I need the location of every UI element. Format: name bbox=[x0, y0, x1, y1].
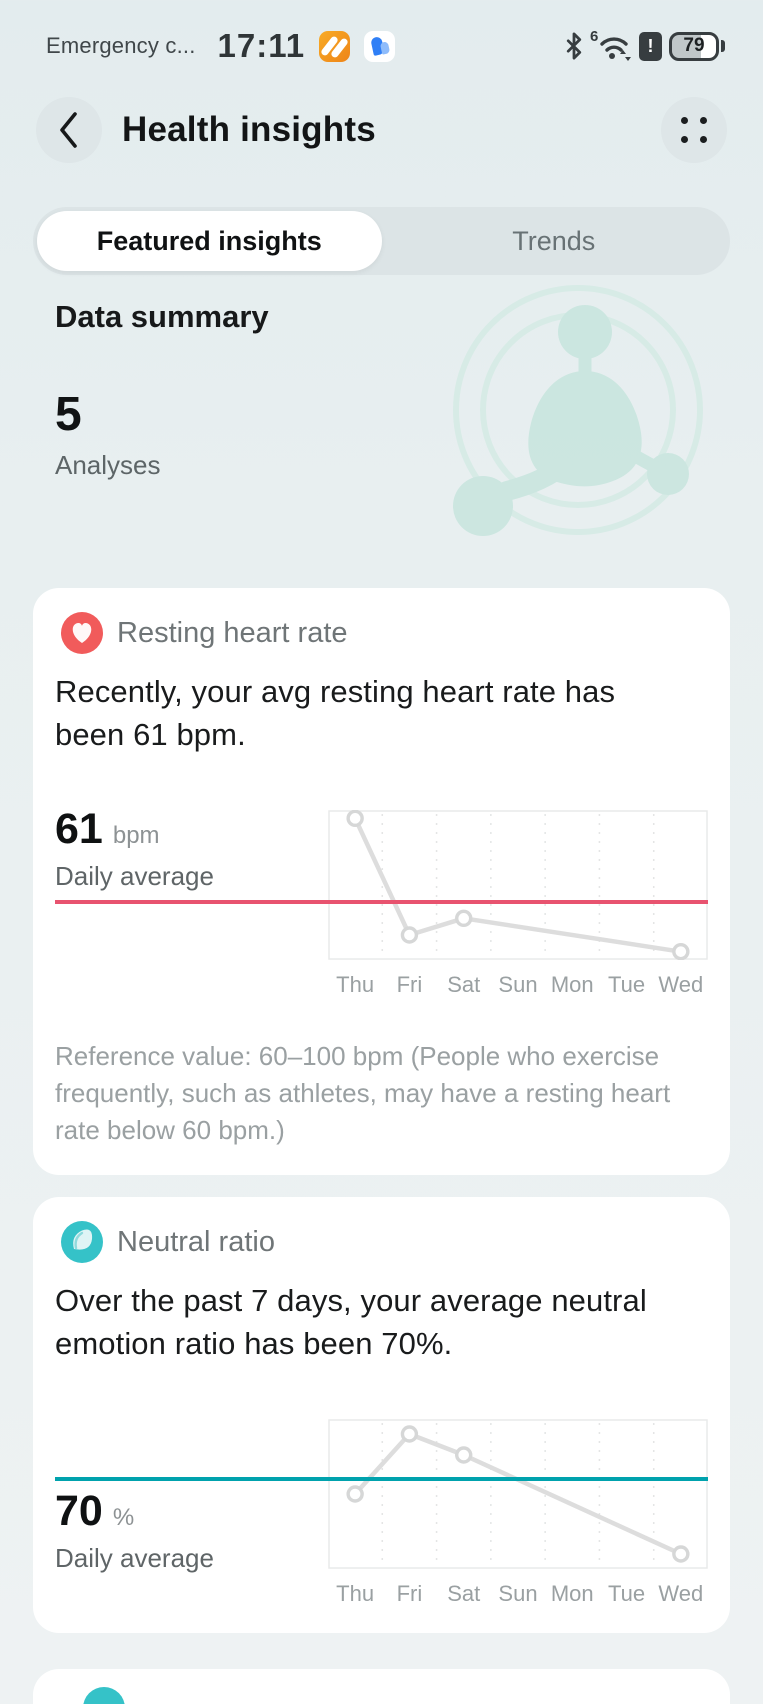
day-label: Sat bbox=[447, 1581, 481, 1606]
next-card-icon bbox=[83, 1687, 125, 1704]
stat-unit: bpm bbox=[112, 821, 160, 849]
stat-value: 70 bbox=[55, 1487, 103, 1535]
heart-icon bbox=[61, 612, 103, 654]
card-resting-heart-rate[interactable]: Resting heart rate Recently, your avg re… bbox=[33, 588, 730, 1175]
day-label: Wed bbox=[658, 972, 704, 997]
day-label: Tue bbox=[608, 1581, 646, 1606]
wifi6-badge: 6 bbox=[590, 28, 599, 45]
card-title: Resting heart rate bbox=[117, 616, 348, 649]
day-labels: Thu Fri Sat Sun Mon Tue Wed bbox=[328, 972, 708, 998]
back-button[interactable] bbox=[36, 97, 102, 163]
day-label: Tue bbox=[608, 972, 646, 997]
neutral-ratio-sparkline bbox=[328, 1419, 708, 1569]
day-label: Fri bbox=[396, 1581, 423, 1606]
heart-rate-chart-row: 61 bpm Daily average Thu Fri Sat Sun Mon Tue W… bbox=[55, 805, 708, 998]
day-label: Sun bbox=[498, 972, 538, 997]
analyses-label: Analyses bbox=[55, 450, 161, 480]
stat-value: 61 bbox=[55, 804, 103, 853]
heart-rate-sparkline bbox=[328, 809, 708, 961]
header: Health insights bbox=[36, 96, 727, 164]
status-time: 17:11 bbox=[217, 27, 306, 64]
summary-title: Data summary bbox=[55, 299, 269, 334]
analyses-count: 5 bbox=[55, 388, 82, 441]
tab-featured-insights[interactable]: Featured insights bbox=[37, 211, 382, 271]
assistant-app-icon bbox=[364, 30, 396, 62]
page-title: Health insights bbox=[122, 110, 376, 149]
emotion-icon bbox=[61, 1221, 103, 1263]
health-app-icon bbox=[319, 30, 351, 62]
neutral-ratio-chart-row: 70 % Daily average Thu Fri Sat Sun Mon Tue Wed bbox=[55, 1419, 708, 1607]
card-partial-next[interactable] bbox=[33, 1669, 730, 1704]
stat-unit: % bbox=[112, 1504, 135, 1531]
status-bar: Emergency c... 17:11 6 ! 79 bbox=[0, 0, 763, 66]
card-title: Neutral ratio bbox=[117, 1225, 275, 1258]
wifi-icon: 6 bbox=[590, 28, 632, 62]
day-label: Fri bbox=[396, 972, 423, 997]
bluetooth-icon bbox=[566, 32, 582, 60]
card-neutral-ratio[interactable]: Neutral ratio Over the past 7 days, your… bbox=[33, 1197, 730, 1633]
reference-footnote: Reference value: 60–100 bpm (People who … bbox=[55, 1041, 671, 1145]
sim-alert-icon: ! bbox=[639, 31, 662, 61]
day-label: Mon bbox=[550, 1581, 594, 1606]
stat-label: Daily average bbox=[55, 860, 214, 891]
stat-label: Daily average bbox=[55, 1543, 214, 1573]
day-label: Thu bbox=[336, 1581, 375, 1606]
day-labels: Thu Fri Sat Sun Mon Tue Wed bbox=[328, 1581, 708, 1607]
day-label: Thu bbox=[336, 972, 375, 997]
chevron-left-icon bbox=[60, 112, 77, 148]
card-message: Over the past 7 days, your average neutr… bbox=[55, 1283, 647, 1361]
average-reference-line bbox=[55, 1477, 708, 1481]
day-label: Sun bbox=[498, 1581, 538, 1606]
day-label: Mon bbox=[550, 972, 594, 997]
tab-trends[interactable]: Trends bbox=[512, 225, 596, 256]
tab-bar: Featured insights Trends bbox=[33, 207, 730, 275]
data-summary-section: Data summary 5 Analyses bbox=[0, 275, 763, 588]
day-label: Wed bbox=[658, 1581, 704, 1606]
carrier-label: Emergency c... bbox=[46, 33, 196, 58]
average-reference-line bbox=[55, 899, 708, 904]
battery-indicator: 79 bbox=[669, 31, 725, 61]
battery-percent: 79 bbox=[683, 35, 705, 56]
more-button[interactable] bbox=[661, 97, 727, 163]
card-message: Recently, your avg resting heart rate ha… bbox=[55, 674, 616, 752]
four-dots-icon bbox=[681, 117, 707, 143]
day-label: Sat bbox=[447, 972, 481, 997]
